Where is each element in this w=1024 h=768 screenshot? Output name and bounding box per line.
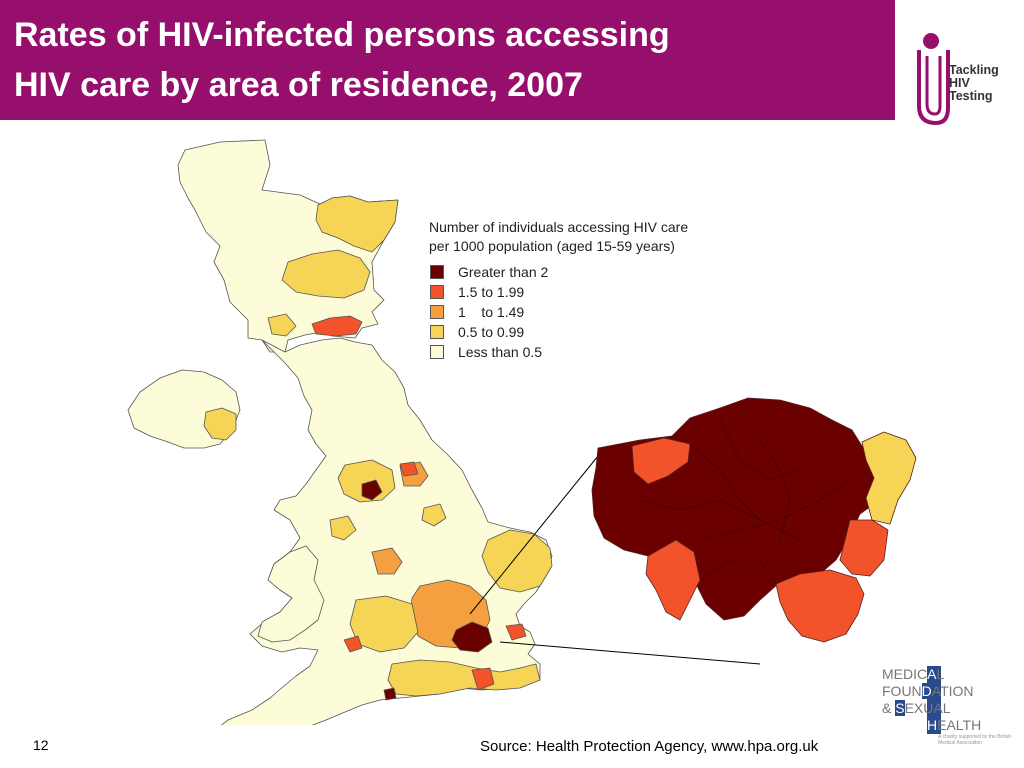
map-region-fife <box>267 313 297 337</box>
map-region-york <box>399 461 419 477</box>
legend-swatch <box>430 305 444 319</box>
map-region-highland-east <box>315 195 399 253</box>
inset-connector-bottom <box>499 641 761 665</box>
map-region-bristol <box>343 635 363 653</box>
london-borough-hillingdon <box>631 437 691 485</box>
london-borough-bromley <box>775 569 865 643</box>
map-region-thames-east <box>505 623 527 641</box>
logo-tagline: A charity supported by the British Medic… <box>938 734 1012 746</box>
legend-swatch <box>430 265 444 279</box>
map-region-wales <box>257 545 325 643</box>
brand-text: Tackling HIV Testing <box>949 64 999 103</box>
map-region-south <box>349 595 419 653</box>
london-borough-sutton <box>645 539 701 621</box>
london-inset <box>591 397 917 643</box>
legend-item-0-5-to-0-99: 0.5 to 0.99 <box>426 322 736 342</box>
title-bar: Rates of HIV-infected persons accessing … <box>0 0 895 120</box>
tackling-hiv-testing-logo-icon <box>917 33 950 126</box>
map-region-brighton <box>471 667 495 691</box>
map-region-birmingham <box>371 547 403 575</box>
brand-line-3: Testing <box>949 89 993 103</box>
inset-connector-top <box>469 455 599 615</box>
map-region-manchester-core <box>361 479 383 501</box>
logo-row: HEALTH <box>927 717 982 733</box>
brand-line-2: HIV <box>949 76 970 90</box>
london-borough-bexley <box>839 519 889 577</box>
legend-swatch <box>430 325 444 339</box>
legend-label: Greater than 2 <box>458 264 549 280</box>
slide-title-line-1: Rates of HIV-infected persons accessing <box>14 16 670 54</box>
legend-label: 0.5 to 0.99 <box>458 324 525 340</box>
legend-item-1-to-1-49: 1 to 1.49 <box>426 302 736 322</box>
slide-title-line-2: HIV care by area of residence, 2007 <box>14 66 583 104</box>
map-region-london-small <box>451 621 493 653</box>
brand-line-1: Tackling <box>949 63 999 77</box>
map-region-england-wales <box>220 337 553 725</box>
medical-foundation-logo: MEDICAL FOUNDATION & SEXUAL HEALTH A cha… <box>882 666 1012 748</box>
map-region-midlands <box>329 515 357 541</box>
logo-row: MEDICAL <box>882 666 945 682</box>
map-region-bournemouth <box>383 687 397 701</box>
map-region-south-coast <box>387 659 541 697</box>
uk-map <box>127 139 917 725</box>
map-region-nottingham <box>421 503 447 527</box>
logo-row: FOUNDATION <box>882 683 974 699</box>
map-region-belfast <box>203 407 237 441</box>
legend-title-line-2: per 1000 population (aged 15-59 years) <box>429 238 675 254</box>
legend-label: Less than 0.5 <box>458 344 543 360</box>
map-region-east-anglia <box>481 529 553 593</box>
legend-swatch <box>430 345 444 359</box>
map-region-grampian <box>281 249 371 299</box>
source-citation: Source: Health Protection Agency, www.hp… <box>480 738 819 755</box>
page-number: 12 <box>33 737 49 753</box>
legend-swatch <box>430 285 444 299</box>
legend-label: 1 to 1.49 <box>458 304 525 320</box>
london-borough-havering <box>861 431 917 525</box>
legend-item-greater-than-2: Greater than 2 <box>426 262 736 282</box>
legend-item-less-than-0-5: Less than 0.5 <box>426 342 736 362</box>
map-legend: Number of individuals accessing HIV care… <box>426 218 736 362</box>
logo-row: & SEXUAL <box>882 700 951 716</box>
legend-label: 1.5 to 1.99 <box>458 284 525 300</box>
map-region-lothian <box>311 315 363 337</box>
legend-title-line-1: Number of individuals accessing HIV care <box>429 219 689 235</box>
legend-item-1-5-to-1-99: 1.5 to 1.99 <box>426 282 736 302</box>
